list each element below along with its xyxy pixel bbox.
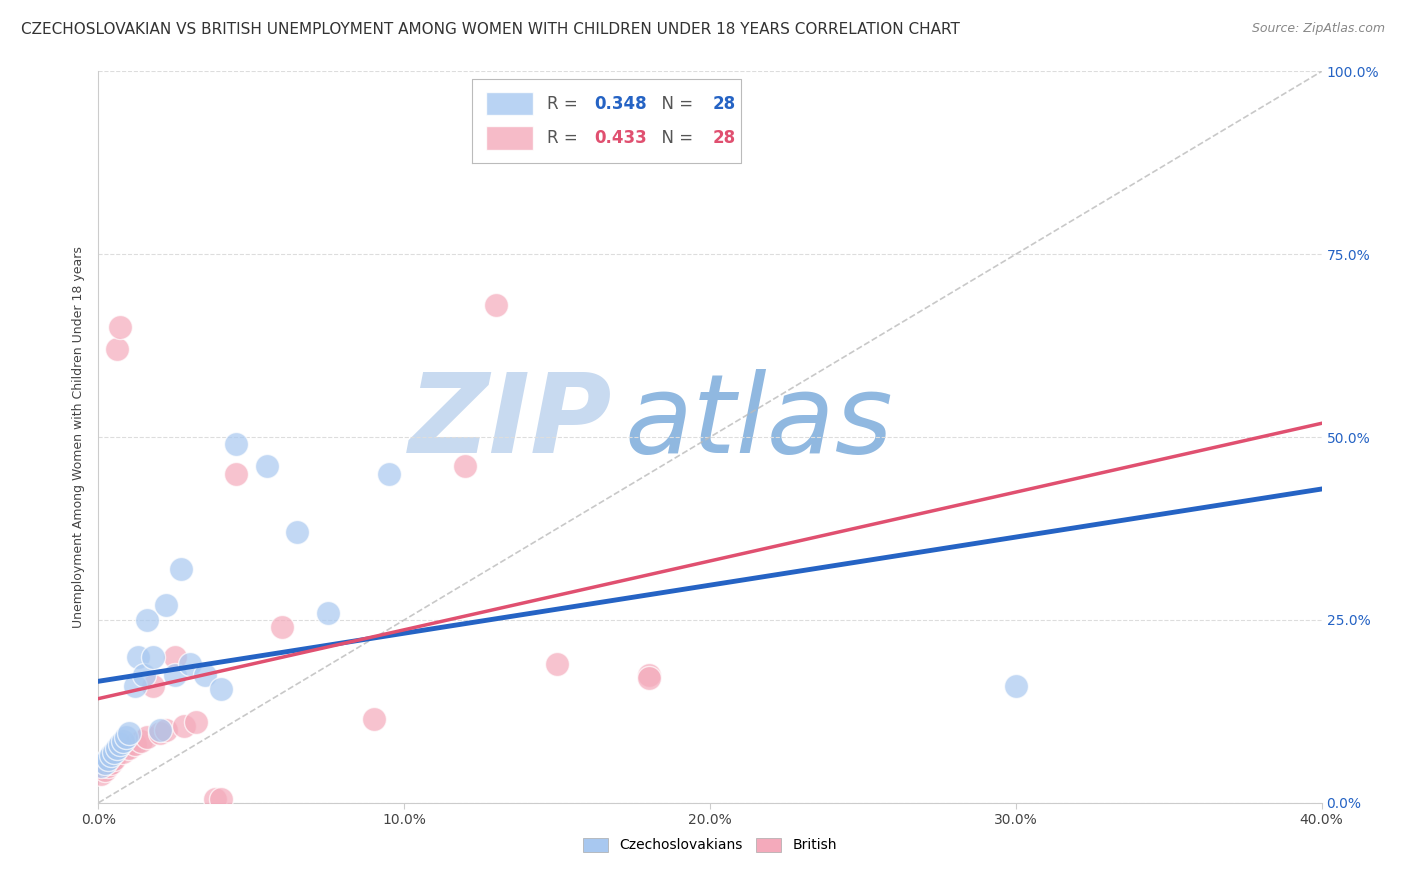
Text: R =: R =	[547, 95, 583, 112]
Point	[118, 740, 141, 755]
Point	[90, 759, 112, 773]
Text: 28: 28	[713, 129, 735, 147]
Point	[134, 667, 156, 681]
Point	[108, 737, 131, 751]
Point	[100, 756, 122, 770]
Text: 0.348: 0.348	[593, 95, 647, 112]
Point	[149, 723, 172, 737]
Point	[111, 733, 134, 747]
Point	[270, 620, 292, 634]
Point	[378, 467, 401, 481]
Point	[103, 745, 125, 759]
Point	[186, 715, 208, 730]
Text: N =: N =	[651, 129, 699, 147]
Point	[179, 657, 201, 671]
Point	[136, 730, 159, 744]
Bar	[486, 127, 533, 150]
Point	[97, 752, 120, 766]
Point	[118, 726, 141, 740]
Point	[108, 320, 131, 334]
Point	[225, 467, 247, 481]
Polygon shape	[471, 78, 741, 163]
Text: 28: 28	[713, 95, 735, 112]
Point	[225, 437, 247, 451]
Point	[163, 649, 186, 664]
Point	[363, 712, 385, 726]
Point	[173, 719, 195, 733]
Point	[127, 649, 149, 664]
Point	[194, 667, 217, 681]
Y-axis label: Unemployment Among Women with Children Under 18 years: Unemployment Among Women with Children U…	[72, 246, 86, 628]
Point	[93, 763, 115, 777]
Point	[209, 792, 232, 806]
Point	[285, 525, 308, 540]
Point	[204, 792, 226, 806]
Point	[103, 752, 125, 766]
Point	[142, 679, 165, 693]
Point	[316, 606, 339, 620]
Point	[637, 667, 661, 681]
Point	[90, 766, 112, 780]
Point	[97, 759, 120, 773]
Text: N =: N =	[651, 95, 699, 112]
Text: atlas: atlas	[624, 369, 893, 476]
Point	[149, 726, 172, 740]
Point	[124, 679, 146, 693]
Point	[105, 740, 128, 755]
Point	[105, 343, 128, 357]
Point	[546, 657, 568, 671]
Point	[93, 756, 115, 770]
Point	[155, 723, 177, 737]
Point	[142, 649, 165, 664]
Point	[637, 672, 661, 686]
Point	[170, 562, 193, 576]
Text: Source: ZipAtlas.com: Source: ZipAtlas.com	[1251, 22, 1385, 36]
Point	[115, 730, 138, 744]
Point	[100, 748, 122, 763]
Point	[485, 298, 508, 312]
Point	[256, 459, 278, 474]
Text: R =: R =	[547, 129, 583, 147]
Legend: Czechoslovakians, British: Czechoslovakians, British	[578, 832, 842, 858]
Point	[129, 733, 152, 747]
Point	[111, 745, 134, 759]
Point	[124, 737, 146, 751]
Text: CZECHOSLOVAKIAN VS BRITISH UNEMPLOYMENT AMONG WOMEN WITH CHILDREN UNDER 18 YEARS: CZECHOSLOVAKIAN VS BRITISH UNEMPLOYMENT …	[21, 22, 960, 37]
Bar	[486, 92, 533, 115]
Point	[454, 459, 477, 474]
Text: ZIP: ZIP	[409, 369, 612, 476]
Point	[136, 613, 159, 627]
Point	[163, 667, 186, 681]
Point	[155, 599, 177, 613]
Point	[1004, 679, 1026, 693]
Text: 0.433: 0.433	[593, 129, 647, 147]
Point	[209, 682, 232, 697]
